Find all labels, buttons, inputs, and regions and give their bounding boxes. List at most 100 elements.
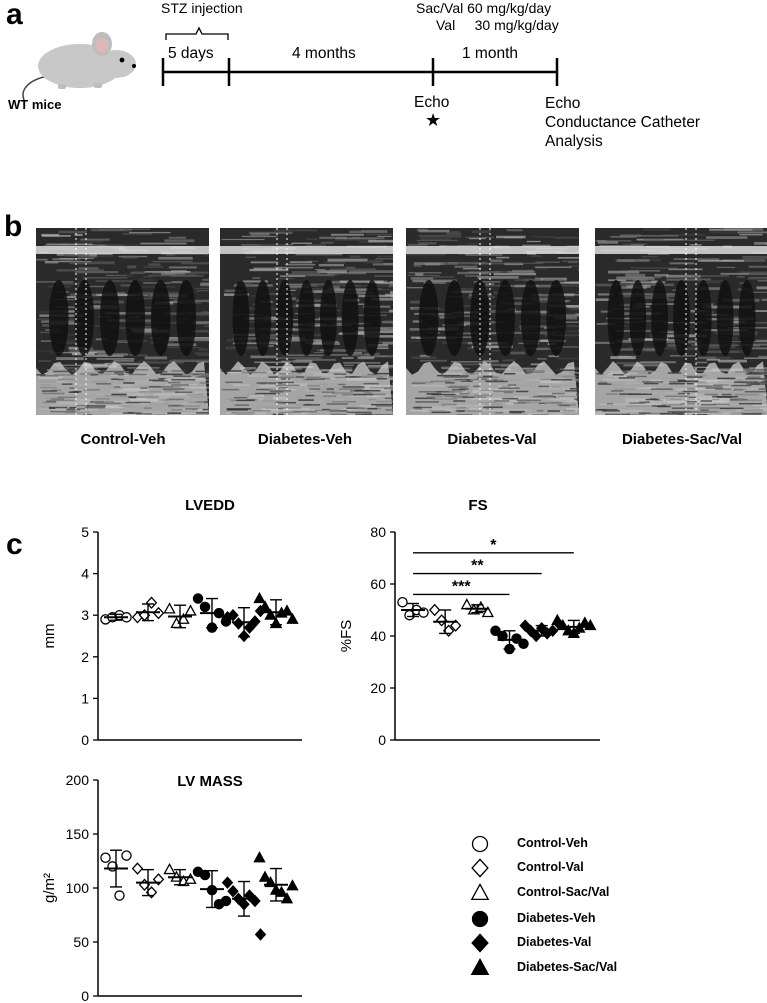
y-tick-label: 150 <box>66 826 90 842</box>
group-3 <box>192 866 232 910</box>
group-5 <box>253 591 299 629</box>
data-point <box>449 619 462 632</box>
data-point <box>177 612 190 624</box>
group-2 <box>163 863 197 887</box>
y-axis-label: %FS <box>338 620 355 653</box>
data-point <box>481 605 494 618</box>
period-4-months: 4 months <box>292 45 356 62</box>
data-point <box>258 600 272 612</box>
echo-2-block: Echo Conductance Catheter Analysis <box>545 94 700 151</box>
echo-image-diabetes-val <box>406 228 579 415</box>
legend-label-1: Control-Val <box>517 860 584 874</box>
echo-label-3: Diabetes-Sac/Val <box>621 431 743 448</box>
echo-1-label: Echo <box>414 94 450 111</box>
chart-title-lv-mass: LV MASS <box>177 773 243 790</box>
group-5 <box>253 851 299 904</box>
panel-letter-c: c <box>6 528 23 561</box>
legend-marker-0 <box>471 835 489 853</box>
y-tick-label: 60 <box>370 576 386 592</box>
treatment-line-2: Val 30 mg/kg/day <box>436 17 559 33</box>
data-point <box>199 601 211 613</box>
period-1-month: 1 month <box>462 45 519 62</box>
stz-brace <box>165 26 229 40</box>
star-icon: ★ <box>425 110 442 130</box>
echo-image-control-veh <box>36 228 209 415</box>
group-0 <box>100 849 132 901</box>
legend-marker-4 <box>471 933 489 953</box>
data-point <box>584 618 597 631</box>
data-point <box>397 596 408 608</box>
data-point <box>551 613 564 625</box>
echo-2-line-2: Conductance Catheter <box>545 114 701 131</box>
panel-letter-a: a <box>6 0 23 31</box>
data-point <box>253 851 266 863</box>
data-point <box>184 604 197 616</box>
treatment-line-1: Sac/Val 60 mg/kg/day <box>416 0 552 16</box>
group-3 <box>490 625 529 655</box>
group-4 <box>221 876 267 941</box>
data-point <box>221 876 234 889</box>
data-point <box>184 872 197 884</box>
legend-markers <box>470 835 490 976</box>
chart-title-fs: FS <box>468 497 488 514</box>
data-point <box>258 870 272 882</box>
panel-letter-b: b <box>4 210 23 243</box>
mmode-trace <box>595 228 767 415</box>
mmode-trace <box>220 228 393 415</box>
chart-title-lvedd: LVEDD <box>185 497 235 514</box>
data-point <box>199 869 211 881</box>
y-tick-label: 40 <box>370 628 386 644</box>
stz-label: STZ injection <box>161 0 243 16</box>
data-point <box>286 612 299 624</box>
mmode-trace <box>36 228 209 415</box>
period-5-days: 5 days <box>168 45 214 62</box>
data-point <box>121 850 132 861</box>
legend-marker-3 <box>471 910 489 928</box>
data-point <box>131 862 144 875</box>
legend-label-2: Control-Sac/Val <box>517 885 610 899</box>
data-point <box>152 873 165 886</box>
legend-marker-2 <box>470 883 490 901</box>
y-tick-label: 4 <box>81 566 89 582</box>
echo-label-2: Diabetes-Val <box>447 431 537 448</box>
echo-label-0: Control-Veh <box>80 431 166 448</box>
group-5 <box>551 613 597 638</box>
data-point <box>428 603 441 617</box>
y-tick-label: 100 <box>66 880 90 896</box>
y-axis-label: g/m² <box>41 873 58 903</box>
group-0 <box>100 609 132 625</box>
data-point <box>227 608 239 622</box>
echo-image-diabetes-sac-val <box>595 228 767 415</box>
group-2 <box>460 598 494 618</box>
data-point <box>145 596 158 609</box>
chart-2: 0 50 100 150 200 g/m² <box>41 772 302 1003</box>
group-2 <box>163 602 197 629</box>
echo-label-1: Diabetes-Veh <box>257 431 353 448</box>
y-tick-label: 5 <box>81 524 89 540</box>
timeline <box>161 26 559 86</box>
chart-0: 0 1 2 3 4 5 mm <box>41 524 302 748</box>
mouse-label: WT mice <box>8 97 62 112</box>
legend-label-3: Diabetes-Veh <box>517 911 596 925</box>
group-1 <box>131 596 165 624</box>
data-point <box>100 852 111 864</box>
data-point <box>280 892 294 904</box>
y-tick-label: 0 <box>81 732 89 748</box>
data-point <box>163 602 176 614</box>
data-point <box>163 863 176 875</box>
data-point <box>490 625 501 637</box>
echo-2-line-1: Echo <box>545 95 581 112</box>
echo-image-diabetes-veh <box>220 228 393 415</box>
group-0 <box>397 596 429 621</box>
mouse-icon <box>22 32 136 100</box>
data-point <box>192 593 204 604</box>
y-tick-label: 200 <box>66 772 90 788</box>
y-tick-label: 80 <box>370 524 386 540</box>
legend-label-0: Control-Veh <box>517 836 588 850</box>
significance-label: *** <box>452 578 471 595</box>
legend-label-4: Diabetes-Val <box>517 935 592 949</box>
data-point <box>220 895 232 907</box>
group-4 <box>519 616 564 643</box>
